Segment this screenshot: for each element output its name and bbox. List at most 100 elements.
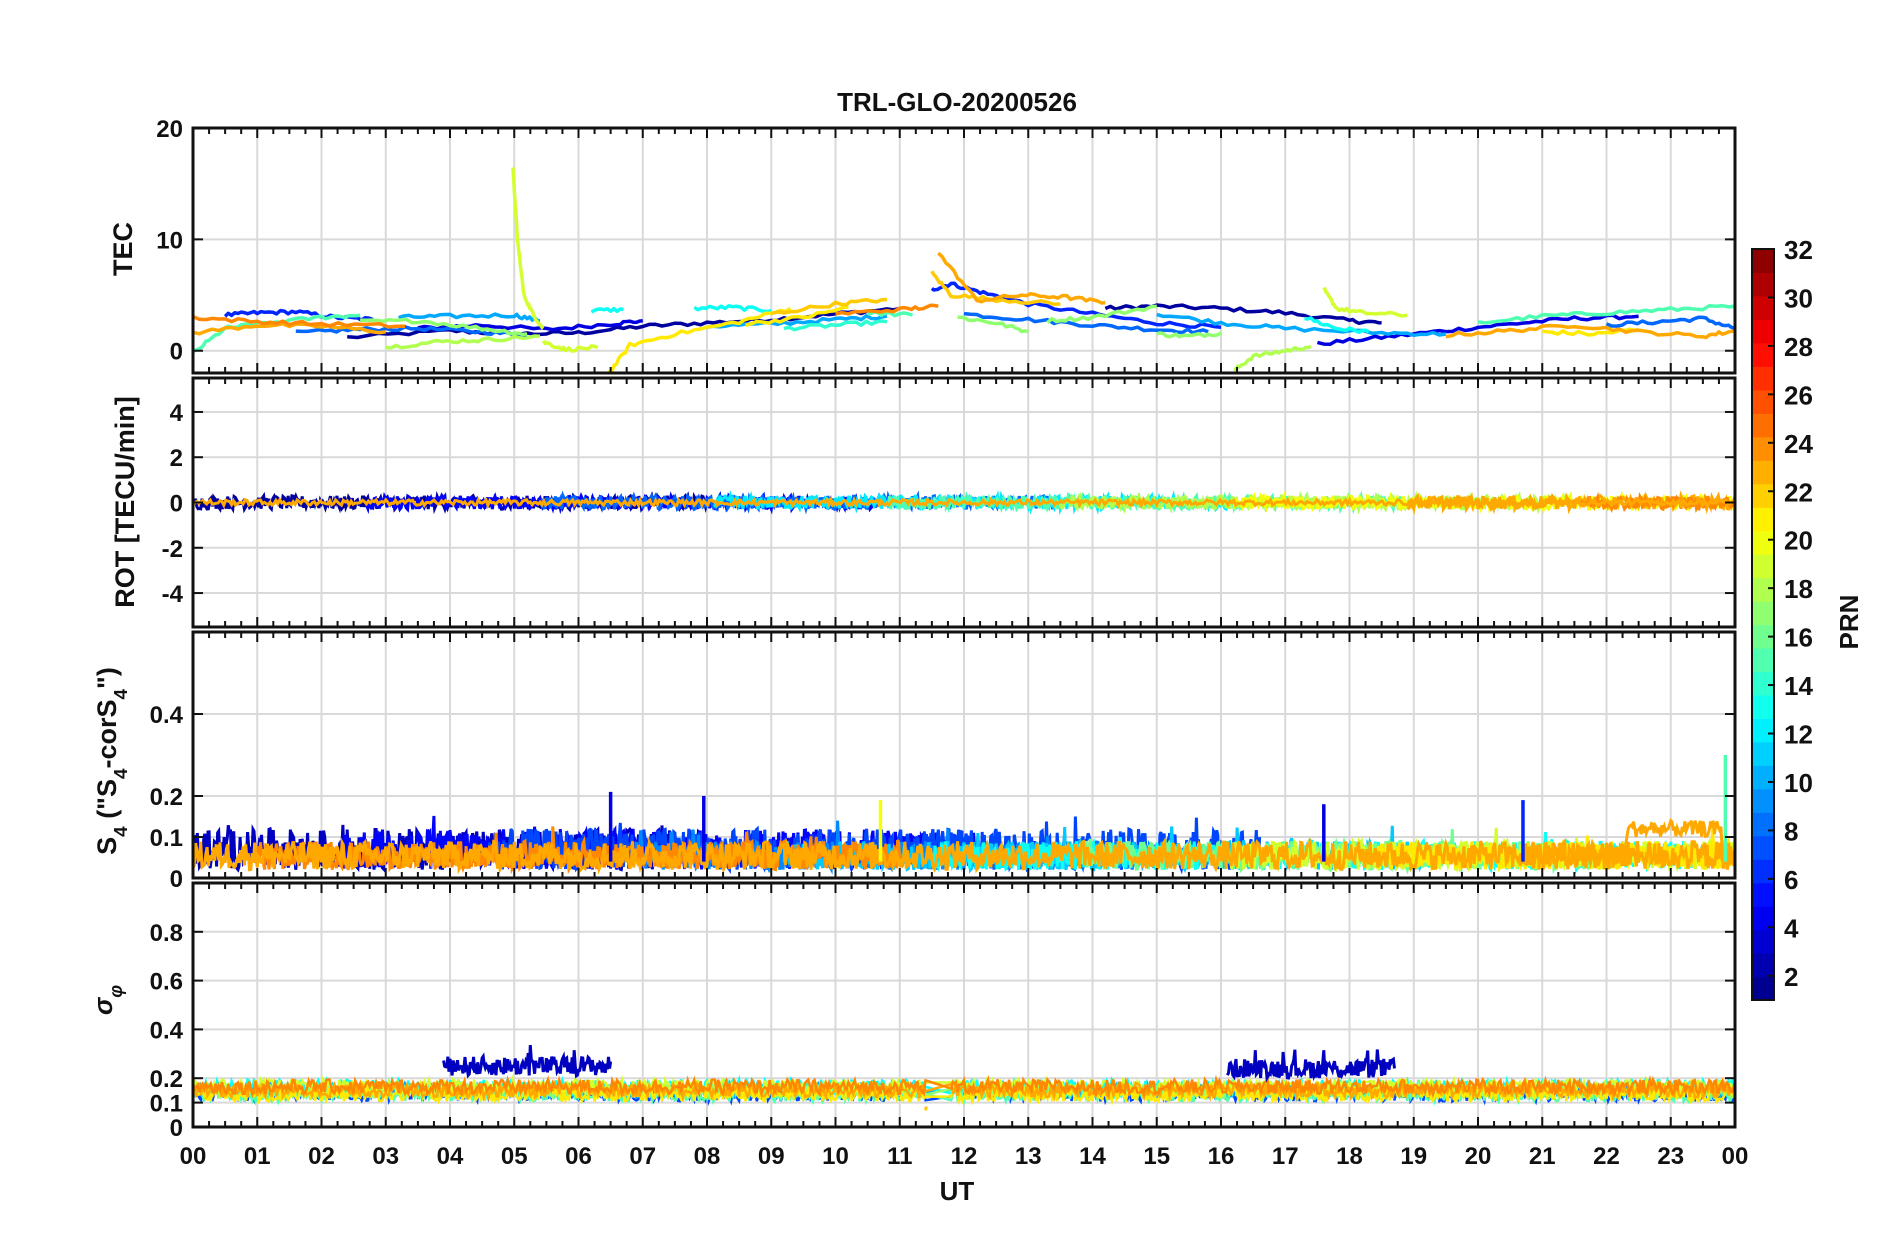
tec-series-line [541,339,599,353]
panel-sigma-phi: σφ 00.10.20.40.60.8 [88,881,1737,1142]
colorbar-tick-label: 30 [1784,283,1813,313]
y-tick-label: 0.1 [150,1091,183,1118]
rot-series-line [193,495,1735,510]
tec-series-line [1322,286,1408,318]
colorbar-band [1752,460,1774,485]
x-tick-label: 07 [629,1143,656,1170]
tec-series-line [963,311,1209,335]
x-tick-label: 04 [437,1143,464,1170]
colorbar-tick-label: 14 [1784,671,1813,701]
panel-s4: S4 ("S4-corS4") 00.10.20.4 [92,630,1737,893]
y-tick-label: -2 [162,536,183,563]
series-group-s4 [193,755,1735,875]
x-tick-label: 00 [1722,1143,1749,1170]
colorbar-tick-label: 4 [1784,913,1799,943]
tec-series-line [1316,313,1639,347]
tec-series-line [398,312,541,323]
colorbar-band [1752,554,1774,579]
y-tick-label: -4 [162,581,184,608]
tec-series-line [693,304,772,314]
colorbar-tick-label: 20 [1784,526,1813,556]
tec-series-line [1304,316,1370,335]
colorbar-band [1752,976,1774,1001]
grid-s4 [193,632,1735,878]
y-tick-label: 0.8 [150,920,183,947]
y-tick-label: 0.1 [150,825,183,852]
colorbar-band [1752,507,1774,532]
x-tick-label: 06 [565,1143,592,1170]
tec-series-line [1046,304,1158,324]
colorbar-tick-label: 10 [1784,768,1813,798]
colorbar-tick-label: 18 [1784,574,1813,604]
x-tick-label: 09 [758,1143,785,1170]
tec-series-line [783,319,888,332]
chart-title: TRL-GLO-20200526 [837,87,1077,117]
s4-series-line [193,817,1735,875]
panel-rot: ROT [TECU/min] -4 -2 0 2 4 [110,376,1737,629]
x-tick-label: 22 [1593,1143,1620,1170]
colorbar-band [1752,319,1774,344]
x-tick-label: 05 [501,1143,528,1170]
x-tick-label: 14 [1079,1143,1106,1170]
tec-series-line [590,306,624,314]
x-tick-label: 17 [1272,1143,1299,1170]
colorbar-tick-label: 24 [1784,429,1813,459]
tec-series-line [1445,323,1735,340]
x-tick-label: 08 [694,1143,721,1170]
y-tick-label: 0.4 [150,702,184,729]
tec-series-line [745,305,849,327]
x-tick-label: 11 [887,1143,912,1170]
y-tick-label: 20 [156,116,183,143]
x-tick-label: 18 [1336,1143,1363,1170]
x-tick-label: 12 [951,1143,978,1170]
series-group-rot [193,489,1735,516]
y-tick-label: 0 [170,866,183,893]
colorbar-band [1752,272,1774,297]
ylabel-rot: ROT [TECU/min] [110,396,140,607]
colorbar-band [1752,249,1774,274]
y-tick-label: 0 [170,339,183,366]
colorbar-band [1752,812,1774,837]
x-tick-label: 00 [180,1143,207,1170]
colorbar-band [1752,694,1774,719]
colorbar-tick-label: 16 [1784,623,1813,653]
tec-series-line [1156,331,1222,339]
tec-series-line [1156,312,1447,338]
colorbar-band [1752,483,1774,508]
colorbar-band [1752,765,1774,790]
tec-series-line [193,314,406,329]
tec-series-line [1233,344,1312,372]
colorbar-label: PRN [1834,595,1864,650]
x-tick-label: 01 [244,1143,271,1170]
tec-series-line [1605,315,1735,331]
colorbar-band [1752,342,1774,367]
colorbar-band [1752,577,1774,602]
colorbar-band [1752,389,1774,414]
x-tick-label: 23 [1657,1143,1684,1170]
colorbar-band [1752,835,1774,860]
x-tick-label: 02 [308,1143,335,1170]
colorbar-tick-label: 22 [1784,477,1813,507]
x-tick-label: 15 [1143,1143,1170,1170]
tec-series-line [360,317,528,337]
y-tick-label: 0 [170,491,183,518]
colorbar-band [1752,295,1774,321]
tec-series-line [930,281,1222,330]
colorbar-band [1752,647,1774,673]
colorbar-tick-label: 2 [1784,962,1798,992]
y-tick-label: 2 [170,445,183,472]
colorbar-tick-label: 12 [1784,720,1813,750]
colorbar-band [1752,906,1774,931]
y-tick-label: 0 [170,1115,183,1142]
colorbar-tick-label: 28 [1784,332,1813,362]
y-tick-label: 4 [170,400,184,427]
sigma-phi-event-line [442,1044,613,1079]
tec-series-line [957,315,1029,334]
colorbar-band [1752,601,1774,626]
x-tick-label: 20 [1465,1143,1492,1170]
x-tick-label: 19 [1400,1143,1427,1170]
y-tick-label: 0.2 [150,1066,183,1093]
tec-series-line [385,334,541,350]
x-tick-label: 10 [822,1143,849,1170]
panel-tec: TEC 0 10 20 [108,116,1737,375]
